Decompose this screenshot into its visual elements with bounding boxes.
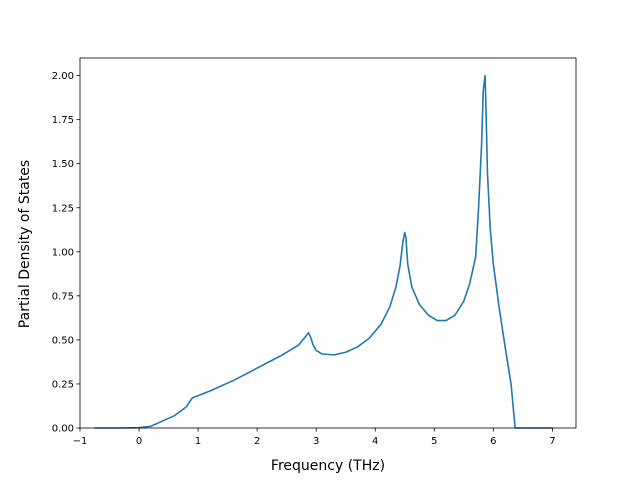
pdos-series-line [93,74,554,429]
y-tick-label: 2.00 [52,71,74,82]
x-tick-label: 4 [372,436,378,447]
y-tick-label: 1.50 [52,159,74,170]
y-tick-label: 0.00 [52,424,74,435]
y-tick-label: 0.50 [52,335,74,346]
x-tick-label: 5 [431,436,437,447]
y-tick-label: 0.25 [52,379,74,390]
x-tick-label: −1 [73,436,88,447]
x-tick-label: 2 [254,436,260,447]
y-tick-label: 1.25 [52,203,74,214]
y-axis-label: Partial Density of States [17,160,33,328]
x-tick-label: 7 [549,436,555,447]
axes-ticks: −1 0 1 2 3 4 5 6 7 0.00 0.25 0.50 0.75 1.00 1.25 1.50 1.… [52,71,556,447]
x-axis-label: Frequency (THz) [271,458,385,474]
y-tick-label: 1.75 [52,115,74,126]
x-tick-label: 0 [136,436,142,447]
y-tick-label: 0.75 [52,291,74,302]
y-tick-label: 1.00 [52,247,74,258]
plot-area [79,57,577,429]
axes-frame [79,57,577,429]
x-tick-label: 3 [313,436,319,447]
x-tick-label: 1 [195,436,201,447]
x-tick-label: 6 [490,436,496,447]
